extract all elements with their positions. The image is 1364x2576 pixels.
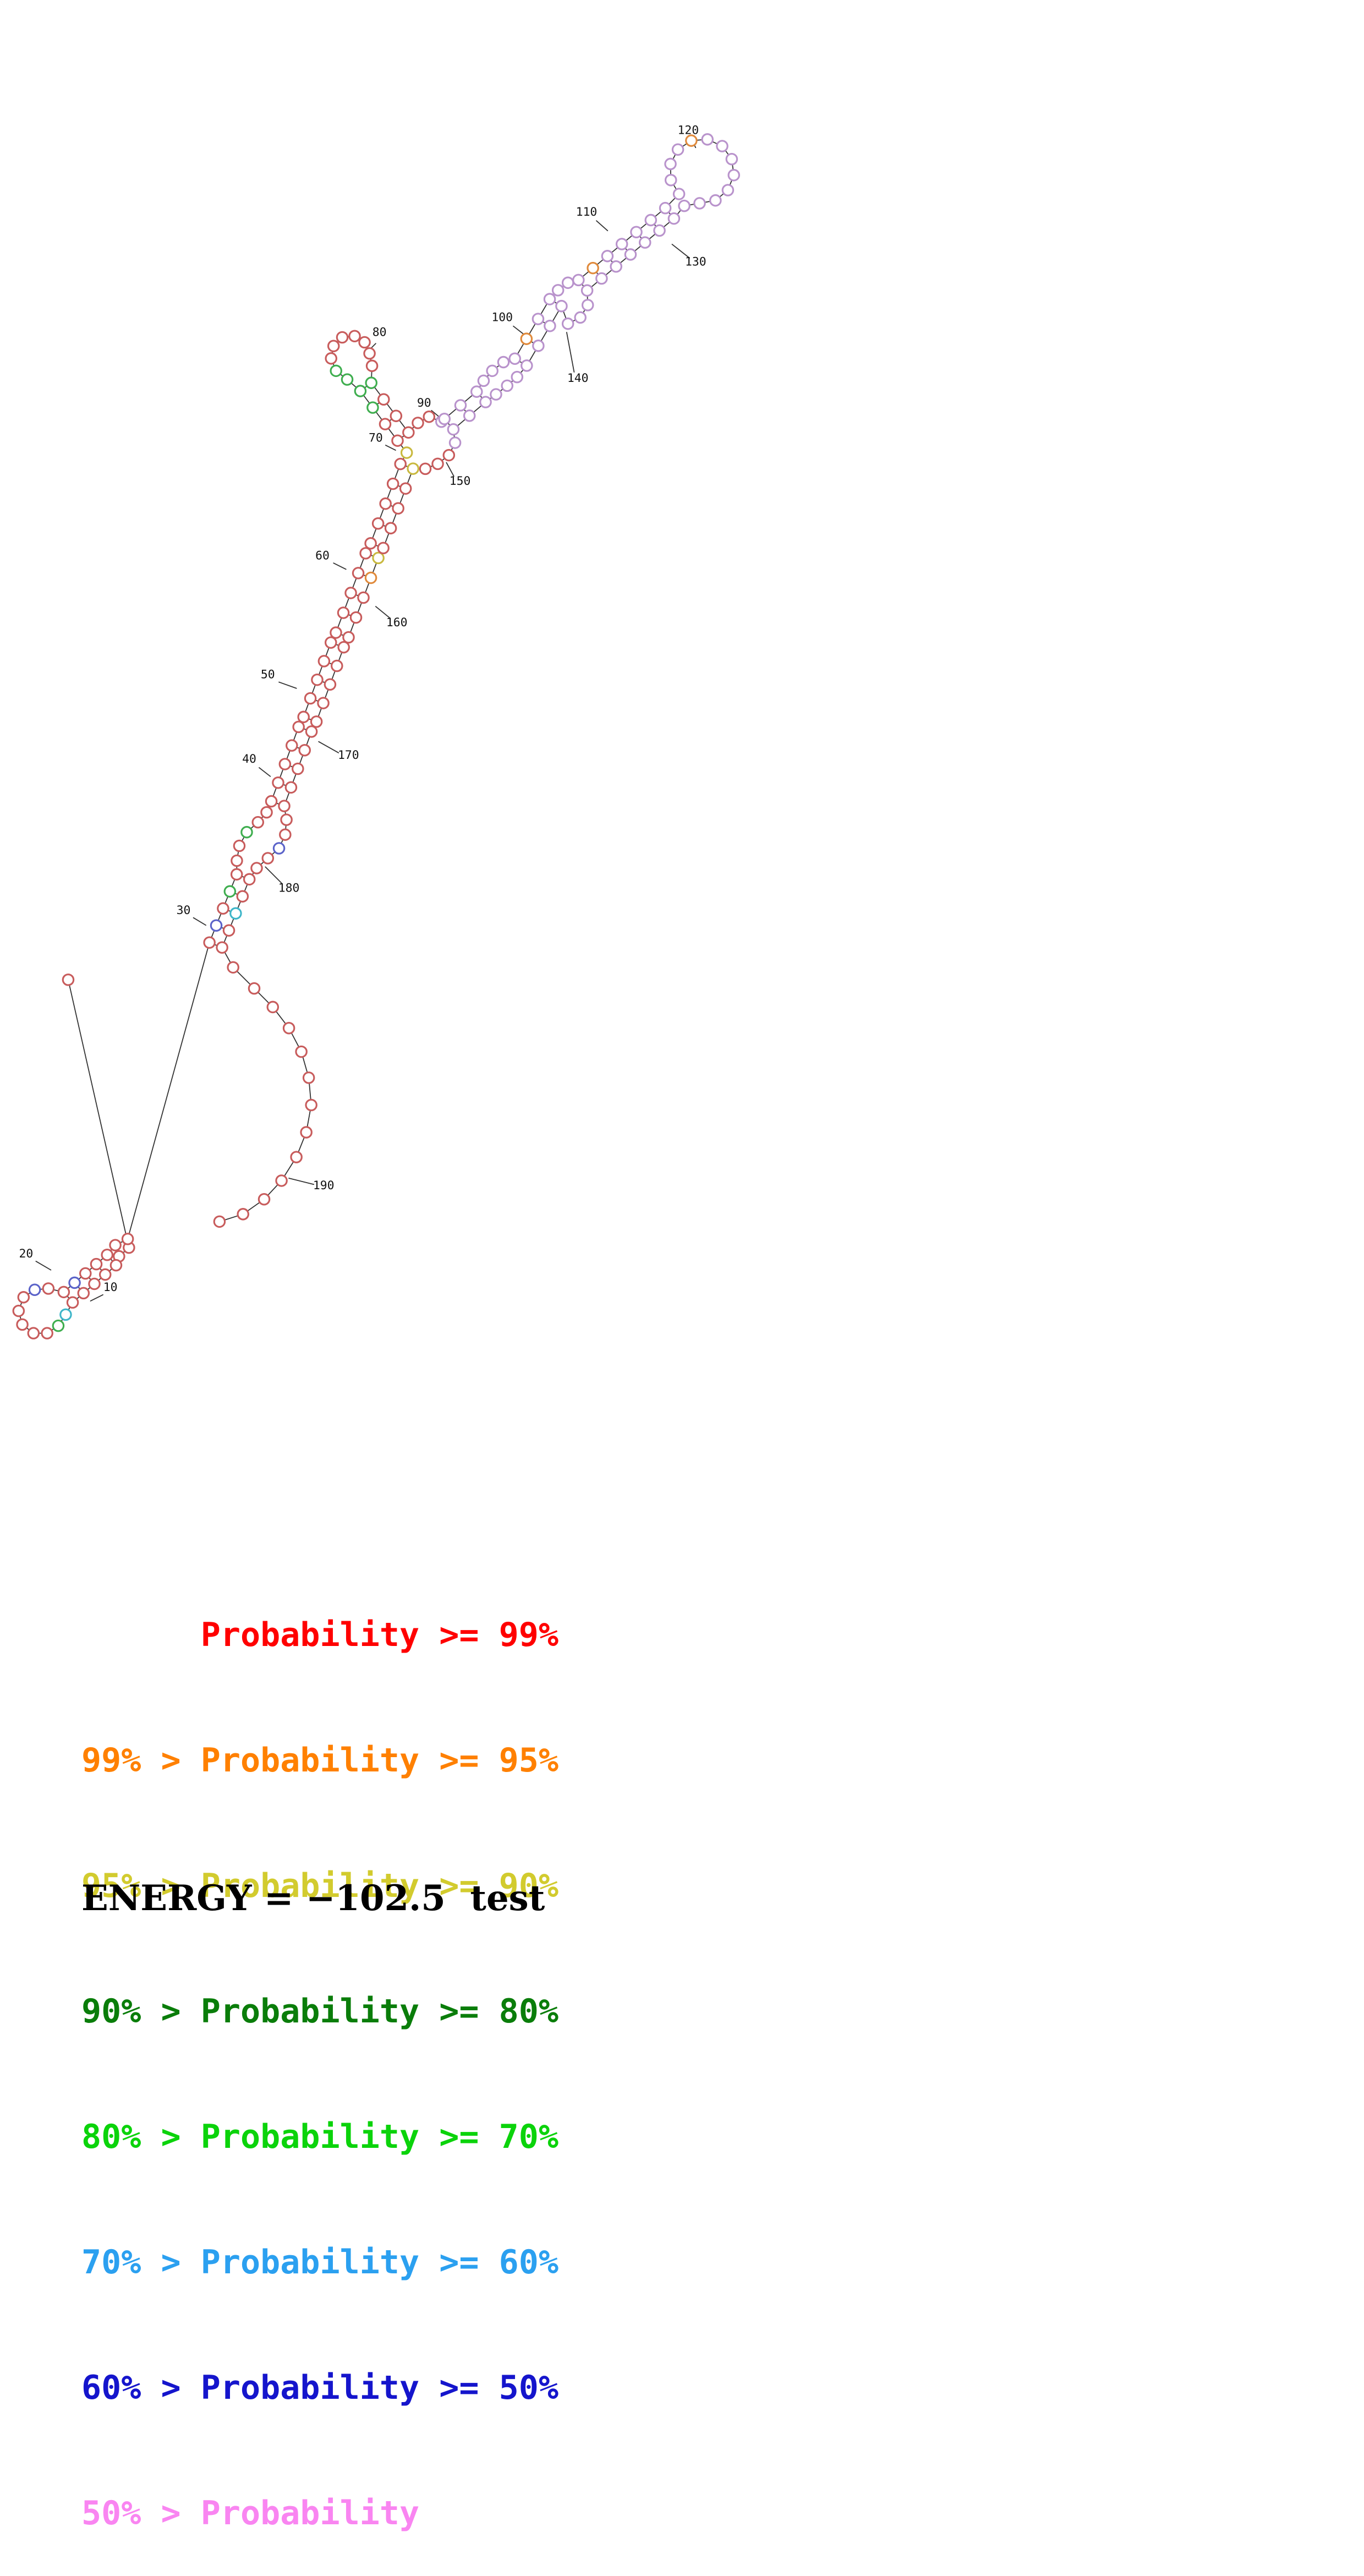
position-label-170: 170 — [338, 748, 359, 762]
legend-line-80: 90% > Probability >= 80% — [81, 1990, 558, 2032]
position-label-20: 20 — [19, 1247, 33, 1261]
legend-line-below-50: 50% > Probability — [81, 2492, 558, 2534]
position-label-150: 150 — [450, 474, 471, 488]
position-label-30: 30 — [177, 904, 191, 917]
position-label-10: 10 — [103, 1281, 118, 1294]
position-label-60: 60 — [315, 549, 330, 562]
position-label-160: 160 — [386, 616, 408, 630]
legend-line-60: 70% > Probability >= 60% — [81, 2241, 558, 2283]
position-label-130: 130 — [685, 255, 706, 269]
position-label-90: 90 — [417, 396, 431, 410]
legend-line-99: Probability >= 99% — [81, 1614, 558, 1656]
position-label-50: 50 — [261, 668, 275, 682]
position-label-110: 110 — [576, 205, 598, 219]
legend-line-95: 99% > Probability >= 95% — [81, 1740, 558, 1781]
position-label-190: 190 — [313, 1179, 335, 1193]
probability-legend: Probability >= 99% 99% > Probability >= … — [81, 1530, 558, 2576]
legend-line-50: 60% > Probability >= 50% — [81, 2367, 558, 2409]
energy-text: ENERGY = −102.5 test — [81, 1878, 545, 1919]
position-label-100: 100 — [491, 311, 513, 325]
position-label-140: 140 — [567, 371, 589, 385]
legend-line-70: 80% > Probability >= 70% — [81, 2116, 558, 2158]
position-label-180: 180 — [278, 881, 300, 895]
position-label-80: 80 — [373, 326, 387, 340]
position-label-40: 40 — [242, 752, 256, 766]
position-label-70: 70 — [369, 431, 383, 445]
position-label-120: 120 — [677, 123, 699, 137]
